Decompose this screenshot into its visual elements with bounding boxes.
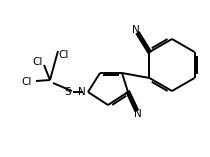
- Text: N: N: [134, 109, 142, 119]
- Text: N: N: [132, 25, 140, 35]
- Text: N: N: [78, 87, 86, 97]
- Text: S: S: [65, 87, 71, 97]
- Text: Cl: Cl: [59, 50, 69, 60]
- Text: Cl: Cl: [33, 57, 43, 67]
- Text: Cl: Cl: [22, 77, 32, 87]
